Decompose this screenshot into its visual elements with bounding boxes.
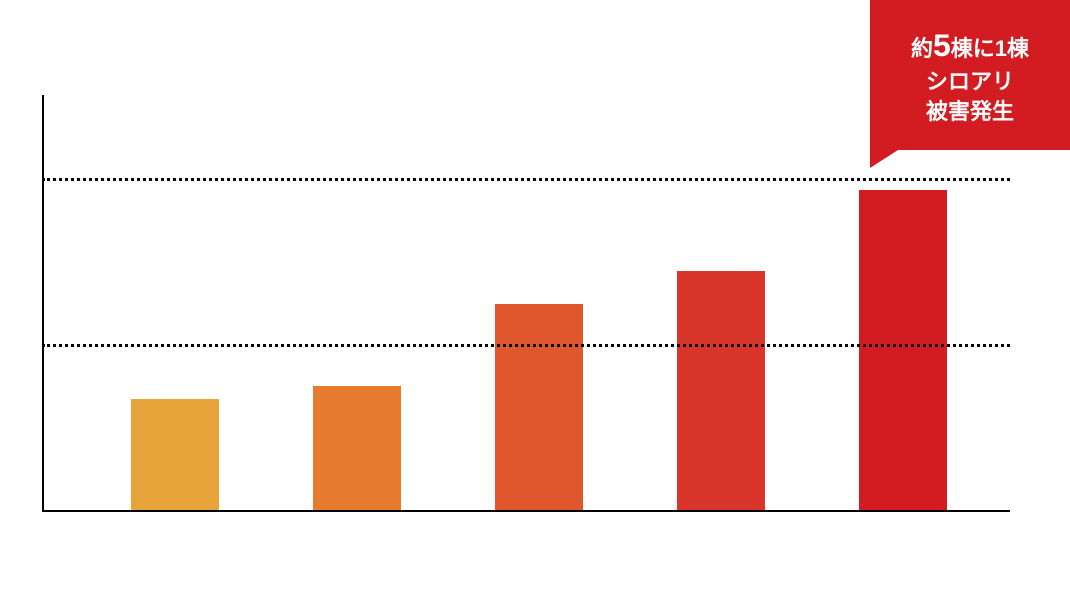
callout-badge: 約5棟に1棟 シロアリ 被害発生 (870, 0, 1070, 150)
callout-line-1: 約5棟に1棟 (911, 24, 1029, 67)
callout-line1-big: 5 (933, 27, 951, 63)
callout-line1-suffix: 棟に1棟 (951, 36, 1029, 61)
gridline (42, 344, 1010, 347)
bar (131, 399, 219, 510)
bar (859, 190, 947, 510)
callout-line-2: シロアリ (911, 67, 1029, 97)
callout-line-3: 被害発生 (911, 97, 1029, 127)
bar (677, 271, 765, 510)
x-axis-line (42, 510, 1010, 512)
plot-area (42, 95, 1010, 510)
bar-chart: 約5棟に1棟 シロアリ 被害発生 (0, 0, 1070, 600)
y-axis-line (42, 95, 44, 510)
gridline (42, 178, 1010, 181)
callout-tail (870, 150, 898, 168)
bars-layer (42, 95, 1010, 510)
callout-line1-prefix: 約 (911, 36, 933, 61)
callout-text: 約5棟に1棟 シロアリ 被害発生 (911, 24, 1029, 126)
bar (495, 304, 583, 510)
bar (313, 386, 401, 511)
